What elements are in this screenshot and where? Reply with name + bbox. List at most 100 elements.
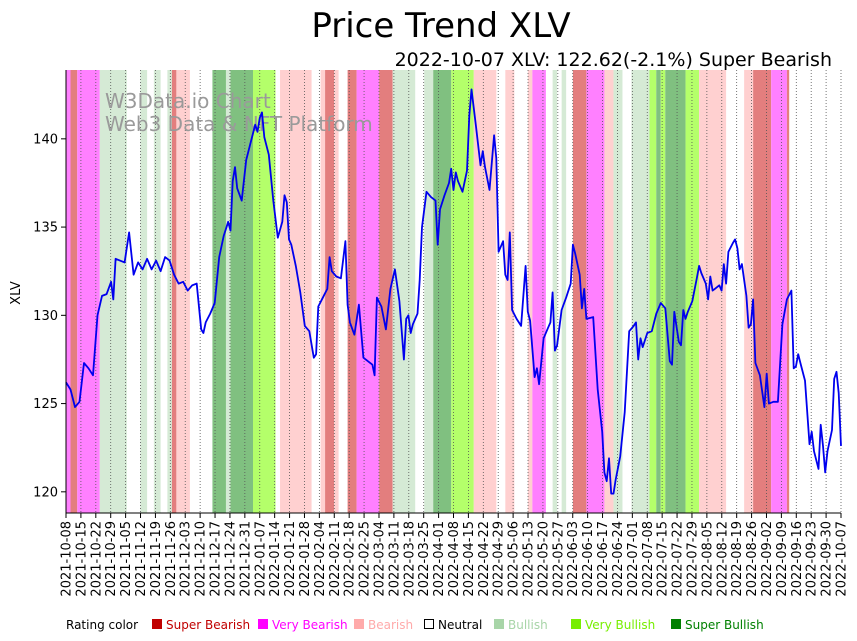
x-tick-label: 2022-05-27 [551,521,566,597]
x-tick-label: 2022-07-08 [641,521,656,597]
x-tick-label: 2022-06-17 [596,521,611,597]
legend-label: Super Bullish [685,618,764,632]
rating-band-bullish [167,70,172,513]
rating-legend: Rating color Super Bearish Very Bearish Bea… [66,618,764,632]
legend-swatch [424,619,434,629]
x-tick-label: 2022-10-07 [835,521,850,597]
rating-bands [66,70,790,513]
y-tick-label: 125 [33,397,58,412]
x-tick-label: 2022-08-05 [700,521,715,597]
watermark-line-2: Web3 Data & NFT Platform [105,112,373,136]
rating-band-super-bearish [347,70,357,513]
rating-band-super-bullish [665,70,686,513]
y-tick-label: 135 [33,221,58,236]
x-tick-label: 2022-07-15 [656,521,671,597]
price-line [65,88,842,495]
x-tick-label: 2022-04-29 [492,521,507,597]
legend-swatch [152,619,162,629]
legend-label: Super Bearish [166,618,250,632]
rating-band-super-bearish [325,70,335,513]
rating-band-very-bullish [649,70,657,513]
x-tick-label: 2022-02-11 [328,521,343,597]
legend-label: Bearish [368,618,413,632]
x-tick-label: 2022-08-26 [745,521,760,597]
chart-subtitle: 2022-10-07 XLV: 122.62(-2.1%) Super Bear… [395,49,832,71]
x-tick-label: 2022-02-04 [313,521,328,597]
legend-title: Rating color [66,618,138,632]
rating-band-super-bullish [433,70,452,513]
x-tick-label: 2022-05-20 [536,521,551,597]
x-tick-label: 2022-04-15 [462,521,477,597]
x-tick-label: 2022-03-04 [373,521,388,597]
rating-band-very-bearish [586,70,605,513]
rating-band-bearish [280,70,312,513]
x-tick-label: 2022-01-28 [298,521,313,597]
legend-label: Very Bullish [585,618,655,632]
x-tick-label: 2021-11-26 [164,521,179,597]
rating-band-very-bearish [356,70,380,513]
x-tick-label: 2022-05-06 [507,521,522,597]
rating-band-super-bearish [70,70,78,513]
x-tick-label: 2022-04-01 [432,521,447,597]
x-tick-label: 2021-12-10 [194,521,209,597]
x-tick-label: 2021-10-08 [60,521,75,597]
x-tick-label: 2021-12-17 [209,521,224,597]
x-tick-label: 2022-02-18 [343,521,358,597]
x-tick-label: 2022-06-24 [611,521,626,597]
y-tick-label: 130 [33,309,58,324]
rating-band-bearish [176,70,190,513]
rating-band-very-bearish [77,70,100,513]
rating-band-very-bullish [252,70,276,513]
rating-band-super-bullish [230,70,253,513]
rating-band-bullish [225,70,231,513]
x-tick-label: 2021-12-24 [223,521,238,597]
rating-band-bearish [505,70,515,513]
legend-swatch [354,619,364,629]
x-tick-label: 2022-08-19 [730,521,745,597]
y-tick-label: 120 [33,485,58,500]
watermark-line-1: W3Data.io Chart [105,89,271,113]
rating-band-super-bearish [572,70,587,513]
x-tick-label: 2022-01-07 [253,521,268,597]
rating-band-bearish [744,70,754,513]
x-tick-label: 2021-10-29 [104,521,119,597]
x-tick-label: 2022-09-16 [790,521,805,597]
rating-band-bullish [392,70,416,513]
rating-band-super-bearish [786,70,790,513]
x-tick-label: 2022-07-29 [686,521,701,597]
x-tick-label: 2022-03-25 [417,521,432,597]
rating-band-bullish [424,70,434,513]
x-tick-label: 2022-02-25 [358,521,373,597]
x-tick-label: 2021-12-31 [238,521,253,597]
x-tick-label: 2022-08-12 [715,521,730,597]
rating-band-bullish [631,70,650,513]
legend-swatch [671,619,681,629]
x-tick-label: 2021-10-22 [89,521,104,597]
x-tick-label: 2021-10-15 [74,521,89,597]
x-tick-label: 2022-06-10 [581,521,596,597]
x-tick-label: 2022-07-01 [626,521,641,597]
x-tick-label: 2022-04-08 [447,521,462,597]
x-tick-label: 2021-11-05 [119,521,134,597]
x-tick-label: 2022-09-09 [775,521,790,597]
rating-band-bullish [140,70,148,513]
rating-band-super-bearish [753,70,772,513]
rating-band-bullish [613,70,623,513]
legend-swatch [571,619,581,629]
x-tick-label: 2021-12-03 [179,521,194,597]
x-tick-label: 2022-05-13 [522,521,537,597]
rating-band-bullish [552,70,558,513]
legend-label: Bullish [508,618,548,632]
rating-band-very-bearish [532,70,546,513]
x-tick-label: 2022-09-02 [760,521,775,597]
rating-band-super-bearish [171,70,177,513]
x-tick-label: 2022-07-22 [671,521,686,597]
y-tick-label: 140 [33,132,58,147]
x-tick-label: 2021-11-19 [149,521,164,597]
rating-band-very-bullish [660,70,666,513]
legend-label: Very Bearish [272,618,348,632]
legend-swatch [494,619,504,629]
x-tick-label: 2022-01-21 [283,521,298,597]
legend-swatch [258,619,268,629]
rating-band-bearish [334,70,339,513]
